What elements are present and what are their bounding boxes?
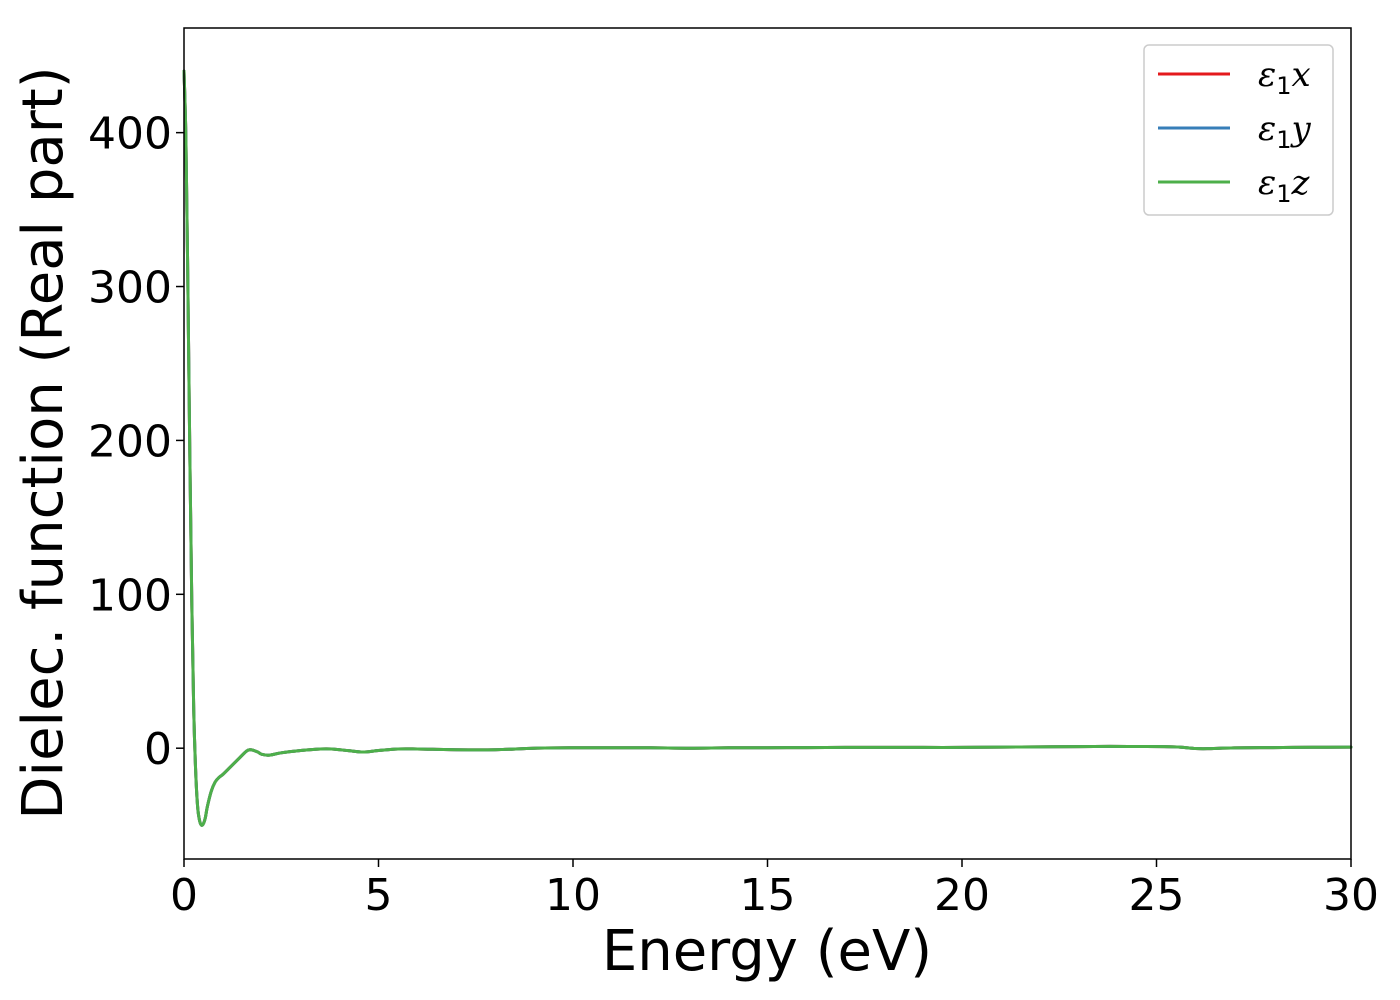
y-tick-label: 200 <box>88 416 172 467</box>
x-tick-label: 0 <box>170 870 198 921</box>
y-axis-title: Dielec. function (Real part) <box>11 66 76 819</box>
series-line-z <box>182 69 1353 827</box>
plot-frame <box>183 27 1352 860</box>
x-axis-title: Energy (eV) <box>602 919 932 984</box>
legend: ε1x ε1y ε1z <box>1143 44 1334 216</box>
x-tick-label: 15 <box>740 870 796 921</box>
x-tick-label: 5 <box>365 870 393 921</box>
y-axis-ticks: 0 100 200 300 400 <box>88 109 184 775</box>
x-axis-ticks: 0 5 10 15 20 25 30 <box>170 859 1379 921</box>
legend-frame <box>1143 44 1334 216</box>
x-tick-label: 30 <box>1323 870 1379 921</box>
y-tick-label: 0 <box>144 724 172 775</box>
legend-label-z: ε1z <box>1258 163 1311 208</box>
x-tick-label: 10 <box>545 870 601 921</box>
x-tick-label: 20 <box>934 870 990 921</box>
y-tick-label: 100 <box>88 570 172 621</box>
y-tick-label: 400 <box>88 109 172 160</box>
series-layer <box>182 69 1353 827</box>
legend-label-x: ε1x <box>1258 55 1311 100</box>
y-tick-label: 300 <box>88 263 172 314</box>
legend-items: ε1x ε1y ε1z <box>1158 55 1312 208</box>
x-tick-label: 25 <box>1129 870 1185 921</box>
legend-label-y: ε1y <box>1258 109 1312 154</box>
